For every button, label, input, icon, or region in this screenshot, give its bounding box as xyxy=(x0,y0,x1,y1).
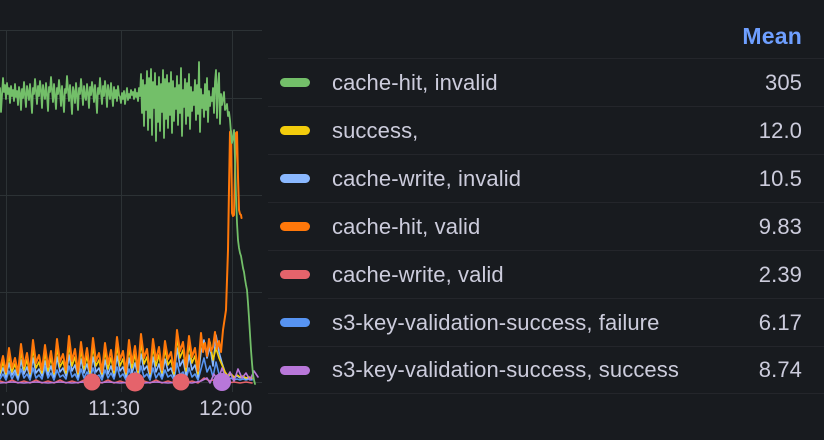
series-color-swatch[interactable] xyxy=(280,222,310,231)
legend-row[interactable]: success, 12.0 xyxy=(268,106,824,154)
series-color-swatch[interactable] xyxy=(280,78,310,87)
legend-series-mean-value: 2.39 xyxy=(758,261,802,287)
legend-row[interactable]: cache-write, invalid 10.5 xyxy=(268,154,824,202)
series-color-swatch[interactable] xyxy=(280,174,310,183)
x-tick-label: 12:00 xyxy=(199,397,253,420)
series-color-swatch[interactable] xyxy=(280,270,310,279)
legend-table: Mean cache-hit, invalid 305 success, 12.… xyxy=(268,0,824,440)
legend-series-label[interactable]: cache-hit, invalid xyxy=(332,69,498,95)
chart-plot-area[interactable]: :00 11:30 12:00 xyxy=(0,0,264,440)
legend-header-row: Mean xyxy=(268,0,824,58)
legend-series-mean-value: 305 xyxy=(764,69,802,95)
legend-column-header-mean[interactable]: Mean xyxy=(742,23,802,49)
legend-series-mean-value: 9.83 xyxy=(758,213,802,239)
legend-row[interactable]: s3-key-validation-success, success 8.74 xyxy=(268,346,824,394)
x-tick-label: :00 xyxy=(0,397,30,420)
series-color-swatch[interactable] xyxy=(280,126,310,135)
legend-series-mean-value: 8.74 xyxy=(758,357,802,382)
series-line-cache-hit-invalid xyxy=(0,61,256,385)
legend-series-label[interactable]: success, xyxy=(332,117,419,143)
legend-series-label[interactable]: cache-write, invalid xyxy=(332,165,522,191)
series-color-swatch[interactable] xyxy=(280,365,310,375)
legend-series-mean-value: 10.5 xyxy=(758,165,802,191)
legend-series-label[interactable]: s3-key-validation-success, failure xyxy=(332,309,660,335)
series-color-swatch[interactable] xyxy=(280,318,310,327)
legend-series-mean-value: 12.0 xyxy=(758,117,802,143)
series-line-cache-hit-valid xyxy=(0,130,243,374)
legend-series-label[interactable]: cache-write, valid xyxy=(332,261,504,287)
x-tick-label: 11:30 xyxy=(88,397,140,420)
x-axis: :00 11:30 12:00 xyxy=(0,398,264,434)
legend-series-label[interactable]: cache-hit, valid xyxy=(332,213,481,239)
chart-svg xyxy=(0,30,262,392)
legend-series-mean-value: 6.17 xyxy=(758,309,802,335)
chart-point-markers xyxy=(83,372,231,392)
legend-row[interactable]: cache-write, valid 2.39 xyxy=(268,250,824,298)
legend-row[interactable]: cache-hit, invalid 305 xyxy=(268,58,824,106)
legend-row[interactable]: cache-hit, valid 9.83 xyxy=(268,202,824,250)
legend-row[interactable]: s3-key-validation-success, failure 6.17 xyxy=(268,298,824,346)
legend-series-label[interactable]: s3-key-validation-success, success xyxy=(332,357,679,382)
